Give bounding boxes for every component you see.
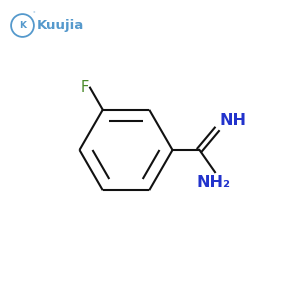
Text: K: K [19,21,26,30]
Text: °: ° [32,12,35,16]
Text: Kuujia: Kuujia [37,19,84,32]
Text: F: F [80,80,88,95]
Text: NH: NH [219,113,246,128]
Text: NH₂: NH₂ [196,175,230,190]
